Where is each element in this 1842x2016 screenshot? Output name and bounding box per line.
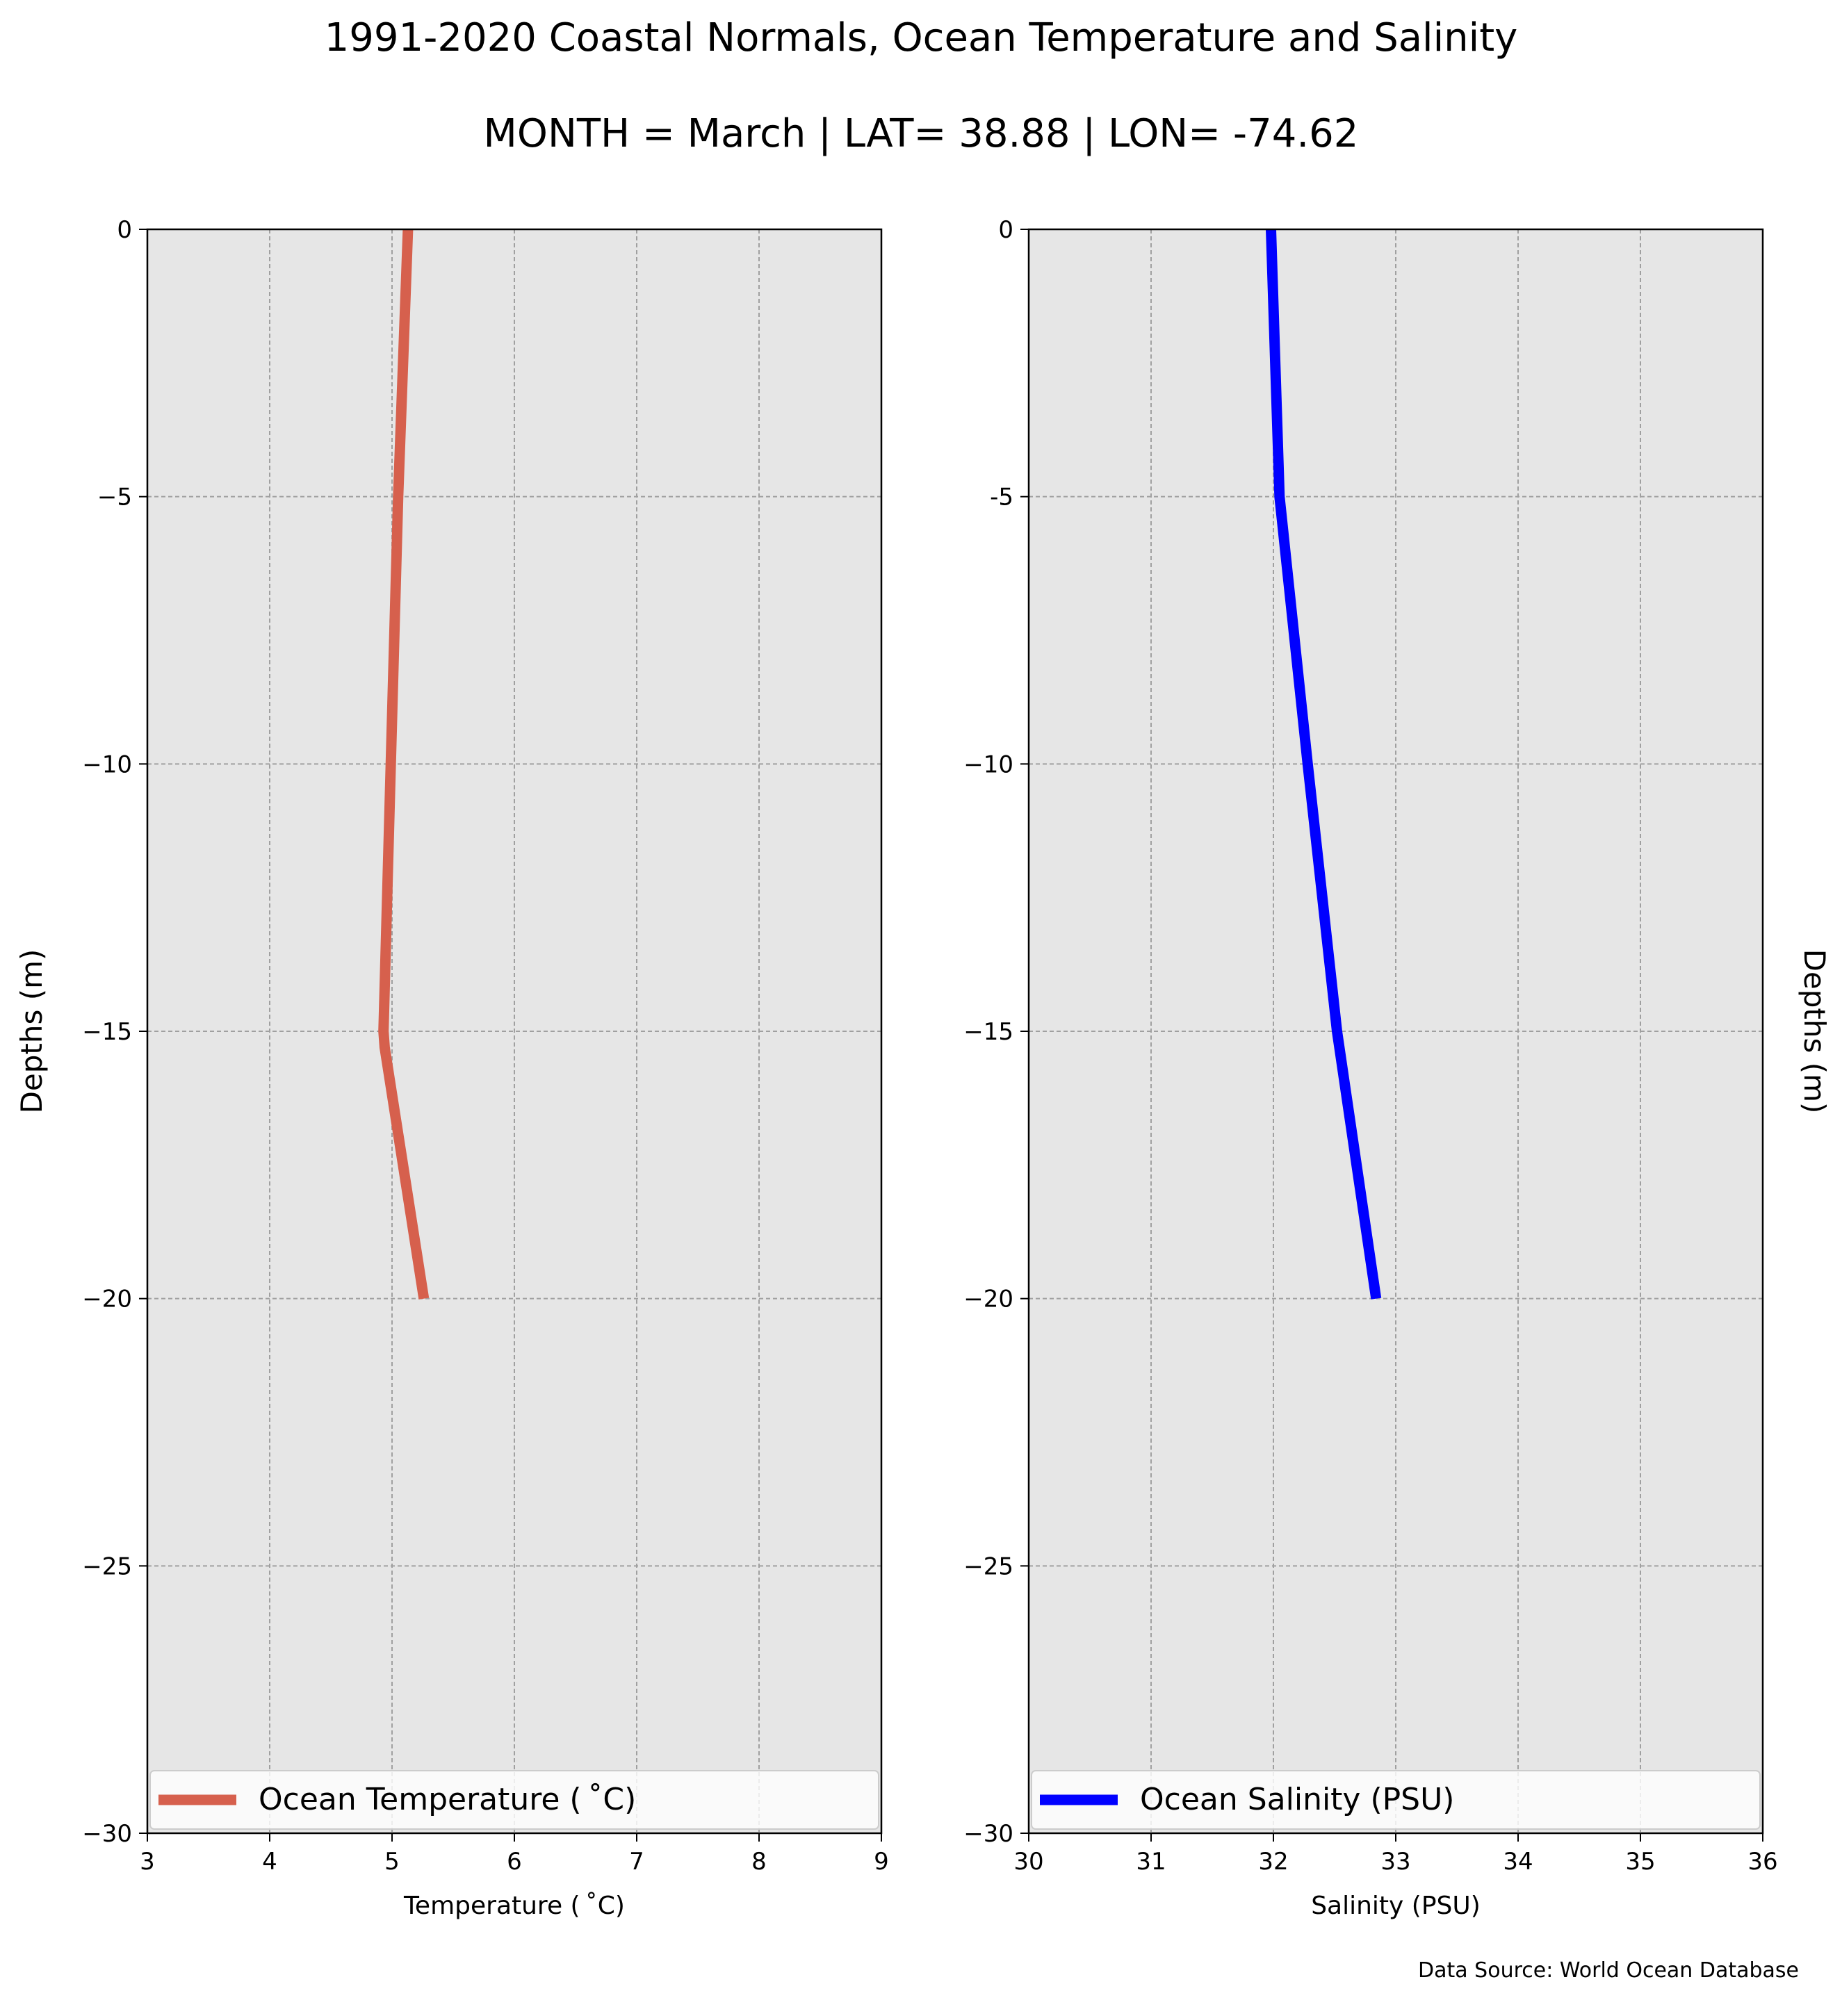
temperature-axes-frame <box>146 228 883 1835</box>
temperature-y-tick-label: −30 <box>82 1820 132 1848</box>
salinity-y-tick-label: -5 <box>990 484 1013 511</box>
temperature-x-tick-label: 9 <box>874 1848 889 1876</box>
temperature-x-tick-label: 5 <box>384 1848 400 1876</box>
salinity-y-tick-label: −10 <box>963 751 1013 778</box>
salinity-y-tick-label: −25 <box>963 1552 1013 1580</box>
temperature-y-axis-label: Depths (m) <box>15 949 49 1114</box>
temperature-series-line <box>378 229 430 1300</box>
salinity-x-tick-label: 33 <box>1380 1848 1410 1876</box>
chart-title: 1991-2020 Coastal Normals, Ocean Tempera… <box>324 15 1518 60</box>
temperature-x-tick-label: 8 <box>751 1848 767 1876</box>
temperature-y-tick-label: 0 <box>117 216 132 244</box>
salinity-legend-box <box>1031 1770 1761 1830</box>
chart-subtitle: MONTH = March | LAT= 38.88 | LON= -74.62 <box>483 111 1359 156</box>
temperature-y-tick-label: −5 <box>97 484 132 511</box>
salinity-y-tick-label: −30 <box>963 1820 1013 1848</box>
temperature-x-axis-label: Temperature ( ˚C) <box>403 1892 625 1920</box>
salinity-x-tick-label: 34 <box>1503 1848 1533 1876</box>
salinity-x-tick-label: 36 <box>1747 1848 1777 1876</box>
salinity-x-tick-label: 35 <box>1625 1848 1655 1876</box>
temperature-legend: Ocean Temperature ( ˚C) <box>149 1770 879 1830</box>
salinity-series-line <box>1266 229 1382 1300</box>
temperature-y-tick-label: −10 <box>82 751 132 778</box>
temperature-legend-box <box>149 1770 879 1830</box>
salinity-legend: Ocean Salinity (PSU) <box>1031 1770 1761 1830</box>
temperature-y-tick-label: −15 <box>82 1018 132 1046</box>
temperature-y-tick-label: −20 <box>82 1286 132 1313</box>
temperature-y-tick-label: −25 <box>82 1552 132 1580</box>
temperature-x-tick-label: 7 <box>629 1848 644 1876</box>
salinity-x-tick-label: 31 <box>1136 1848 1166 1876</box>
temperature-x-tick-label: 4 <box>262 1848 277 1876</box>
temperature-x-tick-label: 3 <box>140 1848 155 1876</box>
salinity-y-tick-label: 0 <box>998 216 1013 244</box>
salinity-axes-frame <box>1027 228 1764 1835</box>
temperature-legend-label: Ocean Temperature ( ˚C) <box>259 1782 636 1817</box>
salinity-legend-label: Ocean Salinity (PSU) <box>1140 1782 1454 1817</box>
salinity-panel: 30 31 32 33 34 35 36 0 -5 −10 −15 −20 −25 −30 Ocean Sa… <box>963 216 1832 1920</box>
salinity-y-tick-label: −15 <box>963 1018 1013 1046</box>
temperature-panel: 3 4 5 6 7 8 9 0 −5 −10 −15 −20 −25 −30 Ocean Temperatu… <box>15 216 889 1920</box>
temperature-x-tick-label: 6 <box>507 1848 522 1876</box>
salinity-y-tick-label: −20 <box>963 1286 1013 1313</box>
salinity-y-axis-label: Depths (m) <box>1798 949 1832 1114</box>
source-note: Data Source: World Ocean Database <box>1418 1958 1799 1983</box>
salinity-x-tick-label: 30 <box>1013 1848 1043 1876</box>
salinity-x-axis-label: Salinity (PSU) <box>1311 1892 1481 1920</box>
salinity-x-tick-label: 32 <box>1258 1848 1288 1876</box>
